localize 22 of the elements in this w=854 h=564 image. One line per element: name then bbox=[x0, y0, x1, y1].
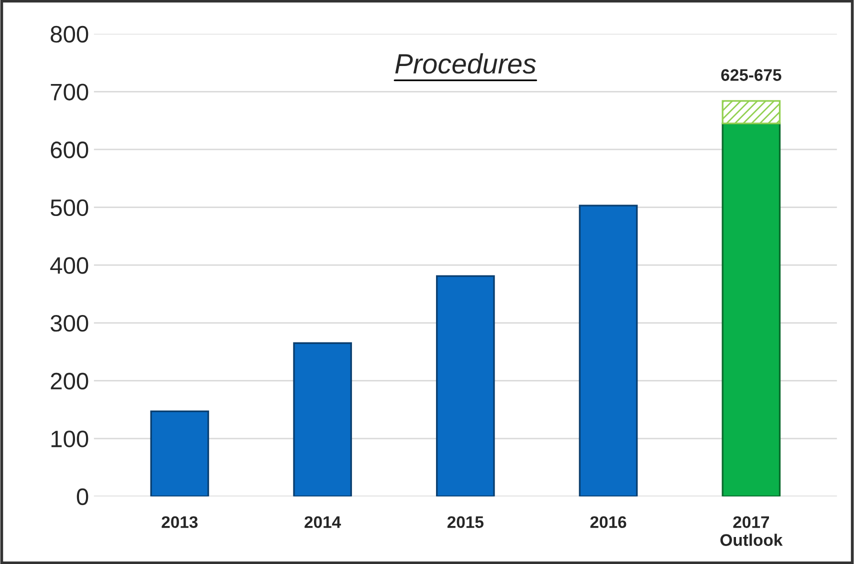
y-tick-label: 400 bbox=[50, 257, 88, 274]
bar bbox=[578, 204, 638, 496]
y-tick-label: 300 bbox=[50, 314, 88, 332]
x-tick-label: 2013 bbox=[162, 516, 198, 528]
bar bbox=[436, 275, 495, 496]
y-tick-label: 0 bbox=[76, 488, 88, 506]
bar bbox=[150, 410, 210, 496]
y-tick-label: 200 bbox=[50, 372, 88, 390]
y-tick-label: 100 bbox=[51, 430, 88, 448]
annotation: 625-675 bbox=[721, 69, 782, 81]
y-tick-label: 700 bbox=[50, 84, 88, 100]
text: Procedures bbox=[395, 53, 536, 74]
x-tick-label: 2014 bbox=[304, 516, 341, 528]
x-tick-label: 2015 bbox=[447, 516, 484, 528]
y-tick-label: 500 bbox=[50, 199, 88, 216]
bar bbox=[722, 100, 781, 124]
x-tick-label: 2016 bbox=[590, 516, 626, 528]
y-tick-label: 600 bbox=[50, 142, 88, 158]
y-tick-label: 800 bbox=[50, 26, 88, 43]
bar bbox=[722, 122, 781, 496]
bar bbox=[293, 342, 352, 496]
x-tick-label: 2017 Outlook bbox=[720, 516, 783, 546]
